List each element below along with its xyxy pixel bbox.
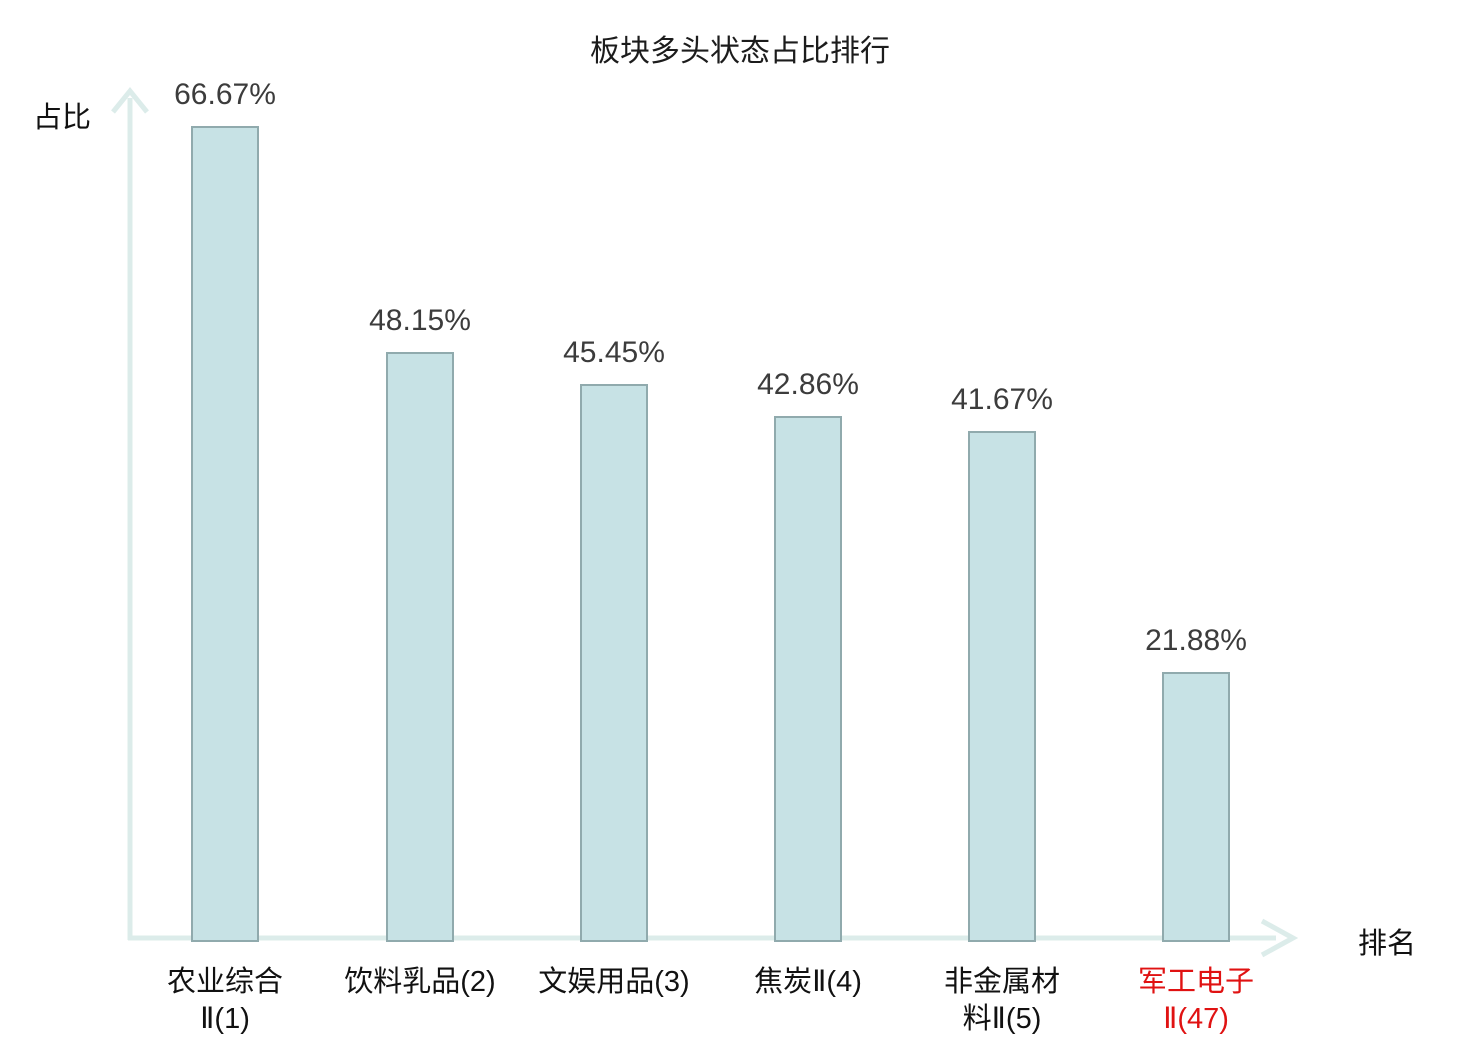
bar — [968, 430, 1036, 942]
bar-value-label: 45.45% — [563, 336, 665, 370]
bar — [386, 351, 454, 942]
y-axis-arrow-icon — [111, 87, 149, 114]
x-axis-label: 排名 — [1358, 928, 1417, 960]
bar-group: 21.88% — [1096, 623, 1296, 942]
bar-group: 42.86% — [708, 368, 908, 942]
category-label: 文娱用品(3) — [538, 966, 690, 998]
bar — [191, 126, 259, 942]
category-label: 饮料乳品(2) — [344, 966, 496, 998]
chart-title: 板块多头状态占比排行 — [590, 35, 890, 68]
bar-value-label: 48.15% — [369, 303, 471, 337]
x-axis-arrow-icon — [1260, 918, 1299, 958]
bar-value-label: 66.67% — [174, 78, 276, 111]
bar — [774, 416, 842, 942]
bar-group: 48.15% — [320, 303, 520, 942]
bar-value-label: 41.67% — [951, 382, 1053, 416]
category-label: 焦炭Ⅱ(4) — [754, 966, 862, 998]
bar-group: 41.67% — [902, 382, 1102, 942]
bar — [1162, 671, 1230, 942]
bar-group: 45.45% — [514, 336, 714, 942]
category-label: 非金属材 料Ⅱ(5) — [943, 966, 1060, 1036]
y-axis-label: 占比 — [33, 102, 92, 134]
bar-group: 66.67% — [125, 78, 325, 942]
bar — [580, 384, 648, 942]
bar-value-label: 21.88% — [1145, 623, 1247, 657]
category-label: 农业综合 Ⅱ(1) — [166, 966, 283, 1036]
category-label: 军工电子 Ⅱ(47) — [1137, 966, 1254, 1036]
bar-value-label: 42.86% — [757, 368, 859, 401]
